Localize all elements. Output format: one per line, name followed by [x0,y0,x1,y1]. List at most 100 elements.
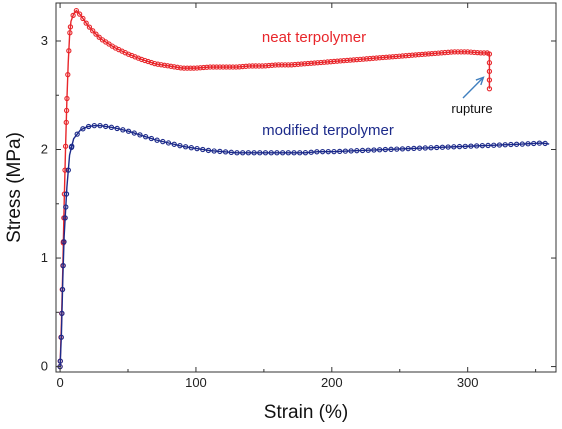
series-line-1 [59,124,550,367]
y-axis-label: Stress (MPa) [4,132,25,243]
data-point-1 [376,147,383,153]
data-point-1 [245,150,252,156]
data-point-0 [184,65,190,71]
data-point-0 [67,30,73,36]
data-point-1 [382,146,388,153]
data-point-1 [188,145,194,151]
data-point-0 [63,107,70,114]
plot-frame [55,2,557,373]
data-point-1 [63,191,70,197]
data-point-0 [471,49,477,56]
data-point-0 [236,64,243,70]
data-point-1 [251,150,257,156]
data-point-0 [468,49,474,55]
data-point-0 [76,11,83,17]
data-point-0 [145,58,151,65]
data-point-0 [269,62,275,68]
data-point-0 [308,60,314,66]
y-tick-label: 0 [41,359,48,374]
data-point-1 [114,125,120,132]
data-point-1 [359,147,366,154]
data-point-0 [148,59,155,66]
data-point-1 [182,144,189,150]
data-point-1 [542,140,548,147]
data-point-1 [58,334,64,340]
plot-area [57,7,550,370]
axes: 0 100 200 300 0 1 2 3 [41,2,557,390]
data-point-0 [383,54,389,60]
data-point-0 [246,63,252,69]
data-point-0 [315,60,321,66]
data-point-1 [491,142,497,148]
data-point-0 [207,64,213,70]
data-point-0 [357,56,363,62]
data-point-rupture [486,60,493,66]
data-point-0 [217,64,223,70]
data-point-1 [148,135,155,142]
data-point-0 [142,57,148,64]
data-point-1 [60,262,66,269]
data-point-0 [181,65,187,71]
data-point-0 [344,57,350,64]
data-point-1 [325,149,331,155]
data-point-0 [367,55,373,62]
data-point-1 [80,126,86,132]
data-point-0 [360,56,366,62]
data-point-0 [73,7,80,14]
data-point-1 [285,150,291,156]
data-point-1 [177,143,183,149]
data-point-1 [62,215,68,221]
data-point-0 [373,55,380,61]
data-point-1 [445,144,451,150]
y-tick-label: 1 [41,250,48,265]
data-point-1 [205,147,212,154]
data-point-1 [502,142,508,148]
data-point-1 [519,141,525,147]
data-point-1 [279,150,286,156]
data-point-1 [394,146,400,152]
data-point-0 [435,50,441,56]
data-point-0 [168,63,174,69]
data-point-0 [334,58,340,64]
data-point-1 [125,128,132,134]
data-point-1 [120,127,126,133]
data-point-1 [63,204,69,210]
data-point-0 [347,57,353,63]
data-point-1 [143,134,149,140]
x-tick-label: 300 [457,375,479,390]
data-point-0 [399,53,406,59]
rupture-annotation-label: rupture [451,101,492,116]
data-point-0 [474,49,481,56]
data-point-0 [64,95,70,102]
data-point-0 [253,63,259,69]
data-point-1 [411,145,417,152]
data-point-0 [396,53,402,59]
data-point-1 [388,146,394,152]
data-point-0 [70,12,76,19]
data-point-0 [393,53,399,60]
data-point-1 [154,137,160,143]
x-axis-label: Strain (%) [264,402,348,423]
data-point-1 [297,150,303,156]
data-point-1 [69,143,75,149]
data-point-1 [451,144,457,150]
data-point-1 [474,143,480,149]
data-point-0 [406,52,412,59]
data-point-1 [74,131,80,137]
data-point-1 [428,145,434,151]
data-point-0 [210,64,216,70]
data-point-0 [65,71,71,78]
data-point-1 [439,144,446,150]
data-point-0 [419,51,425,58]
data-point-0 [311,60,318,66]
data-point-0 [429,50,435,57]
data-point-1 [342,148,349,154]
data-point-1 [496,142,503,148]
data-point-0 [478,50,484,56]
data-point-0 [279,62,285,68]
data-point-1 [405,145,411,152]
data-point-1 [211,148,217,154]
data-point-0 [275,62,282,68]
data-point-1 [59,286,66,293]
